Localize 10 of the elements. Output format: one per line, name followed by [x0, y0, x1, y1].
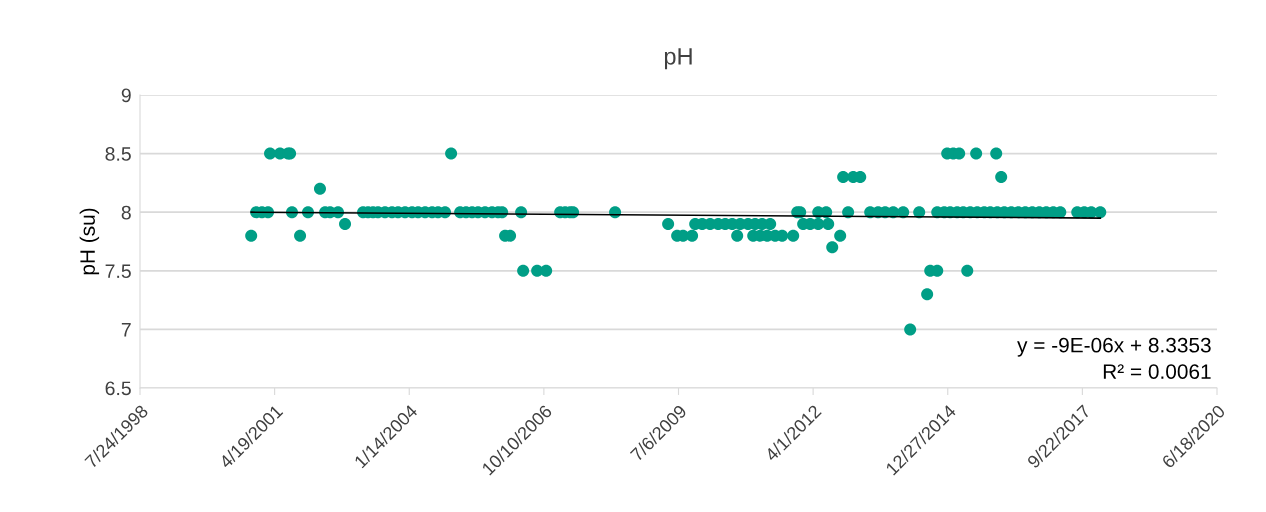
- y-tick-label: 7.5: [105, 264, 131, 279]
- y-axis-title: pH (su): [79, 208, 100, 275]
- y-tick-label: 7: [121, 323, 131, 337]
- y-tick-label: 8: [121, 205, 131, 220]
- annotation: y = -9E-06x + 8.3353: [1017, 337, 1211, 357]
- y-tick-label: 6.5: [105, 381, 131, 396]
- y-tick-label: 8.5: [105, 147, 131, 161]
- chart-title: pH: [664, 48, 692, 70]
- annotation: R² = 0.0061: [1103, 364, 1211, 379]
- y-tick-label: 9: [121, 88, 131, 103]
